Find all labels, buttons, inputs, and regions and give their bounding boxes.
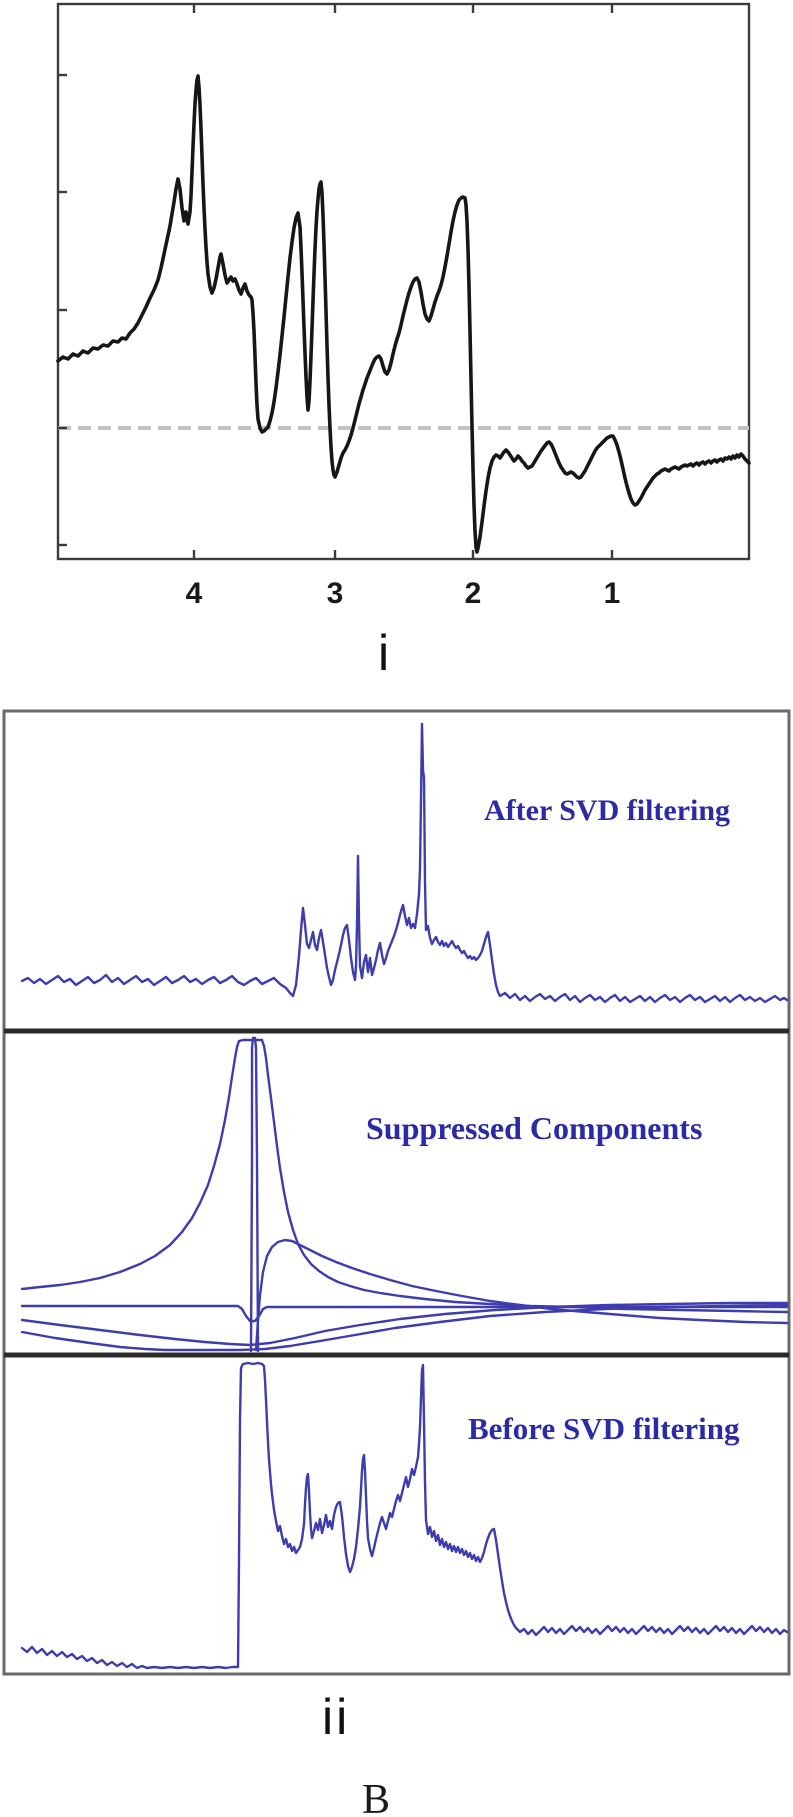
x-tick-label: 1 [604,577,621,610]
panel-ii-border [2,709,791,1676]
suppressed-flat-line [20,1304,789,1323]
annotation-before-svd: Before SVD filtering [468,1411,740,1446]
suppressed-shallow-dip [20,1301,789,1347]
panel-i-label: i [378,625,390,681]
x-tick-label: 2 [465,577,482,610]
spectrum-black [56,74,751,554]
suppressed-broad-bump [254,1238,789,1352]
before-svd-trace [20,1361,789,1670]
suppressed-clipped-spike [249,1036,260,1353]
suppressed-broad-lorentzian [20,1038,789,1314]
annotation-after-svd: After SVD filtering [484,794,731,827]
panel-ii-frame [2,709,791,1676]
x-tick-label: 4 [186,577,203,610]
after-svd-trace [20,722,789,1004]
panel-ii-before-plot [20,1361,789,1670]
suppressed-deep-dip [20,1303,789,1352]
panel-ii-after-plot [20,722,789,1004]
panel-ii-label: ii [322,1689,351,1745]
panel-i-plot: 4 3 2 1 [56,2,751,610]
panel-ii-suppressed-plot [20,1036,789,1353]
panel-i-border [56,2,751,561]
annotation-suppressed-components: Suppressed Components [366,1110,703,1146]
x-tick-label: 3 [327,577,344,610]
figure-label-b: B [362,1777,391,1817]
